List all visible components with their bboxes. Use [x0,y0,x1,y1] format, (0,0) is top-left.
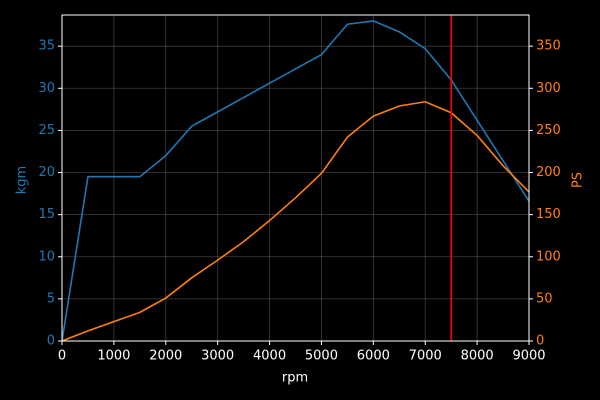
y2-tick-label: 200 [536,165,561,180]
y-tick-label: 20 [38,165,55,180]
x-tick-label: 2000 [149,349,182,364]
x-tick-label: 4000 [253,349,286,364]
x-tick-label: 8000 [461,349,494,364]
y2-tick-label: 300 [536,81,561,96]
y2-tick-label: 50 [536,291,553,306]
y2-axis-label: PS [571,172,586,188]
y-axis-label: kgm [15,166,30,194]
x-tick-label: 9000 [512,349,545,364]
x-tick-label: 7000 [409,349,442,364]
y-tick-label: 10 [38,249,55,264]
x-tick-label: 6000 [357,349,390,364]
y2-tick-label: 250 [536,123,561,138]
y-tick-label: 30 [38,81,55,96]
y-tick-label: 0 [47,334,55,349]
y-tick-label: 5 [47,291,55,306]
y-tick-label: 15 [38,207,55,222]
y-tick-label: 25 [38,123,55,138]
y2-tick-label: 0 [536,334,544,349]
line-series [61,20,530,342]
x-tick-label: 5000 [305,349,338,364]
y-tick-label: 35 [38,39,55,54]
x-tick-label: 1000 [97,349,130,364]
line-series [61,100,530,342]
y2-tick-label: 350 [536,39,561,54]
x-tick-label: 3000 [201,349,234,364]
x-axis-label: rpm [282,371,308,386]
plot-frame [61,14,530,342]
y2-tick-label: 100 [536,249,561,264]
y2-tick-label: 150 [536,207,561,222]
x-tick-label: 0 [58,349,66,364]
